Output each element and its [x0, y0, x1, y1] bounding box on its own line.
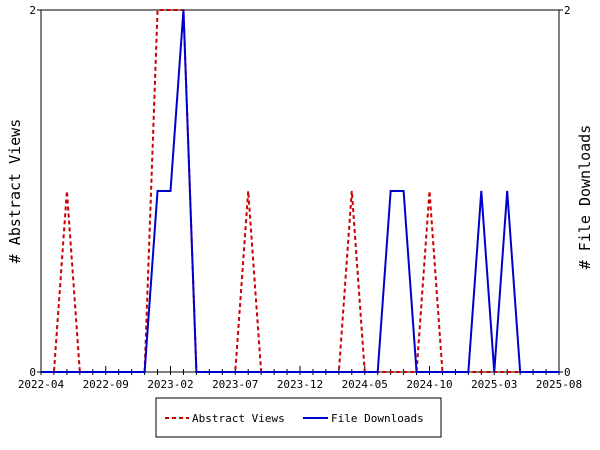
x-tick-label: 2022-09 [83, 378, 129, 391]
legend-label-abstract-views: Abstract Views [192, 412, 285, 425]
x-tick-label: 2022-04 [18, 378, 65, 391]
x-tick-label: 2024-05 [342, 378, 388, 391]
left-y-tick-label: 2 [29, 4, 36, 17]
legend-box [155, 397, 442, 438]
right-y-axis-title: # File Downloads [576, 125, 594, 270]
series-layer [40, 9, 560, 373]
x-tick-label: 2024-10 [406, 378, 452, 391]
left-y-tick-label: 0 [29, 366, 36, 379]
legend-label-file-downloads: File Downloads [331, 412, 424, 425]
x-tick-label: 2023-02 [147, 378, 193, 391]
right-y-tick-label: 0 [564, 366, 571, 379]
right-y-tick-label: 2 [564, 4, 571, 17]
x-tick-label: 2023-12 [277, 378, 323, 391]
x-tick-label: 2023-07 [212, 378, 258, 391]
left-y-axis-title: # Abstract Views [6, 119, 24, 264]
x-tick-label: 2025-08 [536, 378, 582, 391]
x-tick-label: 2025-03 [471, 378, 517, 391]
legend: Abstract Views File Downloads [155, 397, 442, 438]
y-axis-ticks: 0 0 2 2 [29, 4, 570, 379]
